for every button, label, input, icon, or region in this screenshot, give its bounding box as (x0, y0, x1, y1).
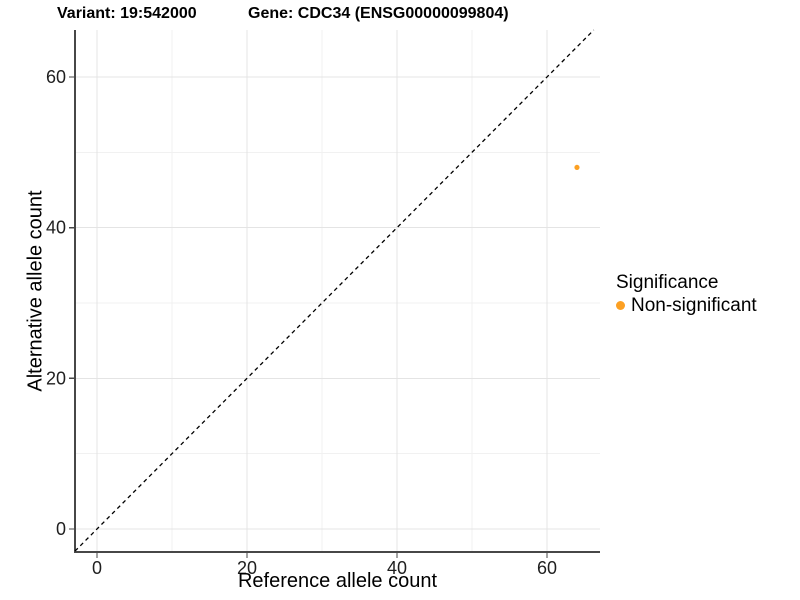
identity-reference-line (74, 29, 595, 552)
legend-item-label: Non-significant (631, 294, 757, 316)
x-axis-title: Reference allele count (237, 570, 437, 592)
x-tick-label: 20 (237, 558, 257, 578)
gene-title: Gene: CDC34 (ENSG00000099804) (248, 5, 509, 22)
y-tick-label: 40 (46, 218, 66, 238)
y-tick-label: 60 (46, 67, 66, 87)
data-point (574, 164, 580, 171)
x-tick-label: 40 (387, 558, 407, 578)
y-tick-label: 20 (46, 368, 66, 388)
legend-title: Significance (616, 272, 719, 293)
legend-item-non-significant: Non-significant (616, 295, 757, 317)
x-tick-label: 0 (92, 558, 102, 578)
legend-key-dot-icon (616, 301, 625, 311)
variant-title: Variant: 19:542000 (57, 5, 197, 22)
y-tick-label: 0 (56, 519, 66, 539)
x-tick-label: 60 (537, 558, 557, 578)
legend: Significance Non-significant (616, 272, 757, 317)
y-axis-title: Alternative allele count (24, 190, 47, 392)
